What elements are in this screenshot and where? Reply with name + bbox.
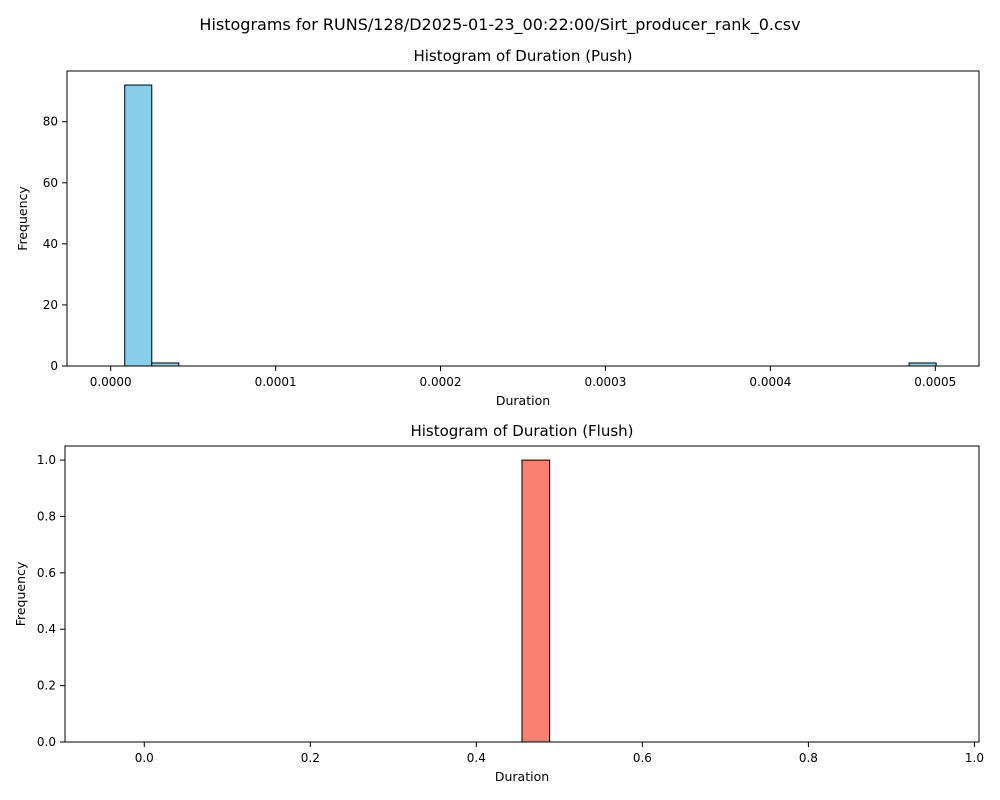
- y-tick-label: 0.6: [37, 566, 56, 580]
- x-axis-label: Duration: [495, 769, 549, 784]
- y-tick-label: 0.4: [37, 622, 56, 636]
- chart-panel-2: 0.0 0.2 0.4 0.6 0.8 1.0 0.0 0.2 0.4 0.6 0.8 1.0 Hist…: [13, 422, 984, 784]
- axes-frame: [64, 445, 980, 743]
- y-tick-label: 0.8: [37, 509, 56, 523]
- y-tick-label: 40: [43, 237, 58, 251]
- x-axis-label: Duration: [496, 393, 550, 408]
- x-tick-label: 0.0001: [255, 375, 297, 389]
- x-tick-label: 0.2: [301, 751, 320, 765]
- histogram-bar: [521, 459, 551, 743]
- x-tick-label: 0.0004: [749, 375, 791, 389]
- x-tick-label: 0.0000: [90, 375, 132, 389]
- y-tick-label: 80: [43, 115, 58, 129]
- y-axis-label: Frequency: [15, 186, 30, 251]
- y-axis-label: Frequency: [13, 561, 28, 626]
- x-tick-label: 0.0002: [420, 375, 462, 389]
- chart-title: Histogram of Duration (Push): [413, 47, 632, 65]
- x-tick-label: 0.4: [467, 751, 486, 765]
- x-tick-label: 0.8: [799, 751, 818, 765]
- axes-frame: [66, 70, 980, 367]
- y-tick-label: 20: [43, 298, 58, 312]
- y-tick-label: 0.0: [37, 735, 56, 749]
- x-tick-label: 0.0003: [584, 375, 626, 389]
- chart-title: Histogram of Duration (Flush): [410, 422, 633, 440]
- x-tick-label: 1.0: [965, 751, 984, 765]
- y-tick-label: 60: [43, 176, 58, 190]
- x-tick-label: 0.0: [135, 751, 154, 765]
- figure-suptitle: Histograms for RUNS/128/D2025-01-23_00:2…: [199, 15, 800, 35]
- x-tick-label: 0.6: [633, 751, 652, 765]
- x-tick-label: 0.0005: [914, 375, 956, 389]
- y-tick-label: 0: [50, 359, 58, 373]
- y-tick-label: 1.0: [37, 453, 56, 467]
- chart-panel-1: 0.0000 0.0001 0.0002 0.0003 0.0004 0.0005 0 20 4…: [15, 47, 980, 408]
- y-tick-label: 0.2: [37, 679, 56, 693]
- histogram-bar: [124, 84, 153, 367]
